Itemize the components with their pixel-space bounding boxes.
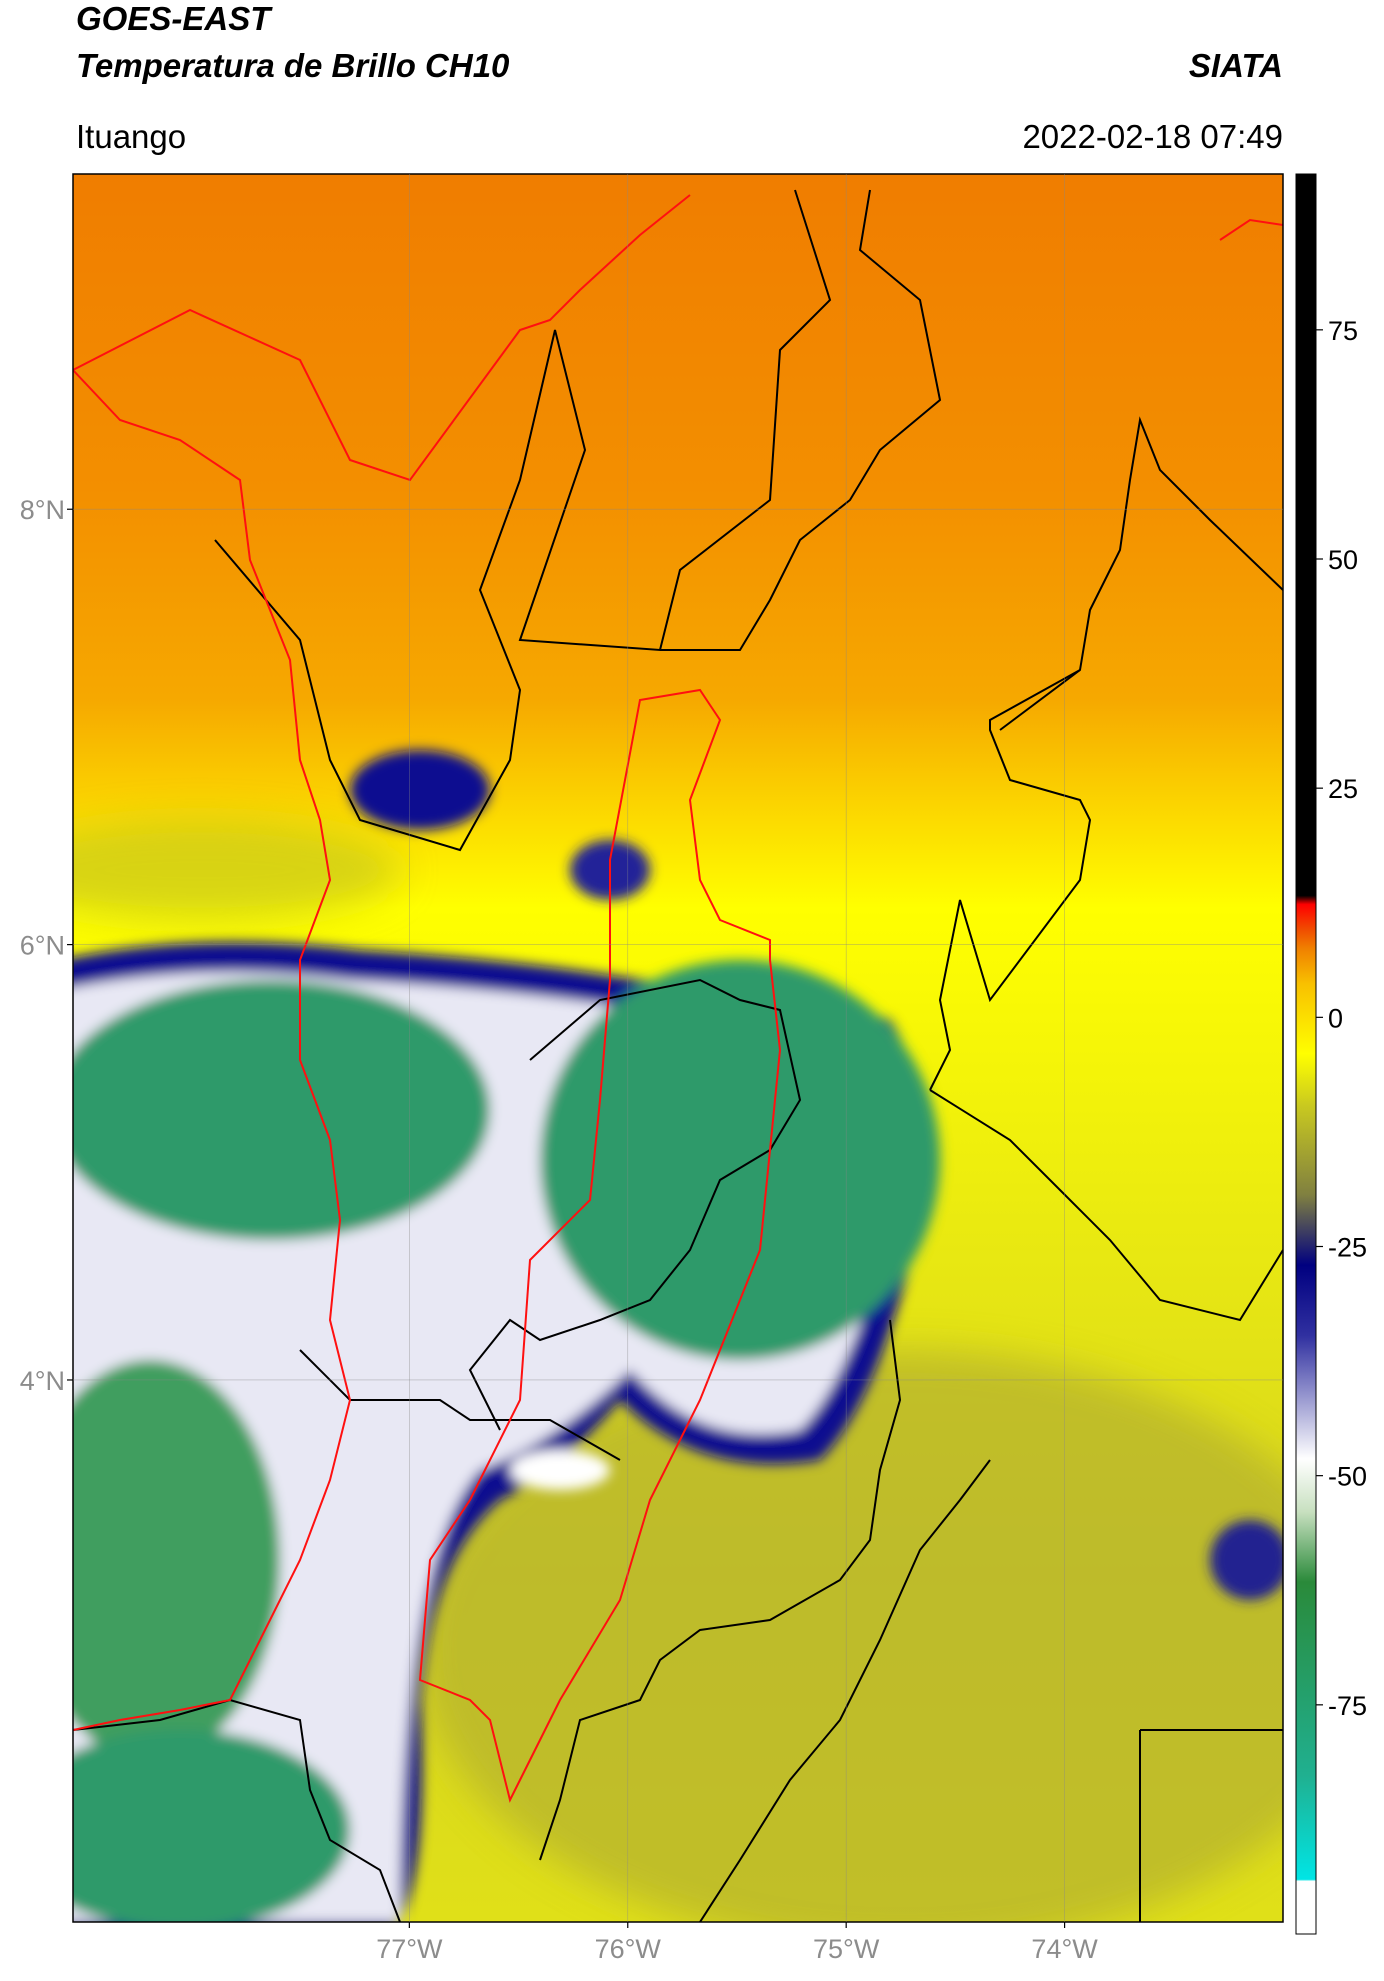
- brand: SIATA: [1189, 47, 1283, 84]
- lon-tick-label: 75°W: [813, 1934, 880, 1964]
- map-frame: [72, 173, 1284, 1923]
- title: GOES-EAST: [76, 0, 273, 37]
- convection: [73, 750, 1283, 1922]
- cloud-layer: [73, 820, 1283, 1922]
- admin-boundaries: [73, 189, 1283, 1922]
- subtitle: Temperatura de Brillo CH10: [76, 47, 510, 84]
- colorbar: [1295, 173, 1317, 1935]
- colorbar-tick-label: -25: [1328, 1233, 1367, 1263]
- colorbar-tick-label: -75: [1328, 1691, 1367, 1721]
- colorbar-tick-label: 75: [1328, 316, 1358, 346]
- lat-tick-label: 8°N: [20, 495, 65, 525]
- lon-tick-label: 74°W: [1031, 1934, 1098, 1964]
- lon-tick-label: 77°W: [376, 1934, 443, 1964]
- lon-tick-label: 76°W: [595, 1934, 662, 1964]
- colorbar-tick-label: 50: [1328, 545, 1358, 575]
- datetime: 2022-02-18 07:49: [1022, 118, 1283, 155]
- location: Ituango: [76, 118, 186, 155]
- colorbar-tick-label: -50: [1328, 1462, 1367, 1492]
- coastline-and-basin: [73, 194, 1283, 1803]
- colorbar-tick-label: 0: [1328, 1003, 1343, 1033]
- map-image: [73, 174, 1283, 1922]
- colorbar-tick-label: 25: [1328, 774, 1358, 804]
- lat-tick-label: 6°N: [20, 931, 65, 961]
- axes: 8°N 6°N 4°N 77°W 76°W 75°W 74°W 75 50 25 0 -25 -50 -7…: [20, 174, 1367, 1964]
- lat-tick-label: 4°N: [20, 1366, 65, 1396]
